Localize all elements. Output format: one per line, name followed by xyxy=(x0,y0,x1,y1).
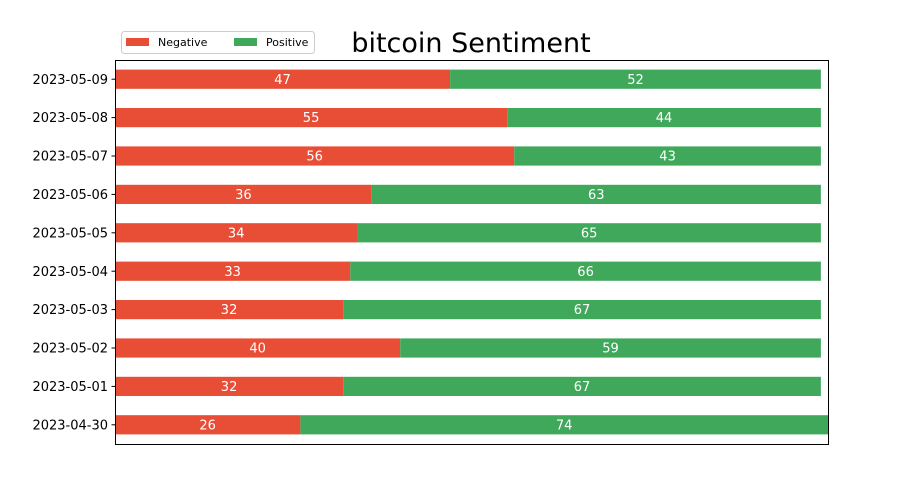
bar-label-negative-2023-05-01: 32 xyxy=(221,380,238,395)
bars-group xyxy=(115,69,828,435)
bar-label-positive-2023-05-03: 67 xyxy=(574,303,591,318)
bar-positive-2023-05-02 xyxy=(400,338,821,358)
bar-positive-2023-05-03 xyxy=(343,300,821,320)
y-tick-label-2023-05-03: 2023-05-03 xyxy=(32,303,108,318)
bar-label-negative-2023-05-05: 34 xyxy=(228,226,245,241)
bar-negative-2023-05-03 xyxy=(115,300,344,320)
bar-negative-2023-05-02 xyxy=(115,338,401,358)
bar-label-negative-2023-05-06: 36 xyxy=(235,188,252,203)
bar-positive-2023-04-30 xyxy=(300,415,828,435)
bar-negative-2023-04-30 xyxy=(115,415,301,435)
bar-positive-2023-05-01 xyxy=(343,376,821,396)
bar-label-positive-2023-05-06: 63 xyxy=(588,188,605,203)
bar-label-negative-2023-05-02: 40 xyxy=(249,342,266,357)
y-axis-ticks: 2023-05-09 2023-05-08 2023-05-07 2023-05-06… xyxy=(32,73,115,433)
bar-positive-2023-05-04 xyxy=(350,261,821,281)
bar-label-negative-2023-05-04: 33 xyxy=(224,265,241,280)
bar-positive-2023-05-09 xyxy=(450,69,821,89)
y-tick-label-2023-05-01: 2023-05-01 xyxy=(32,380,108,395)
bar-positive-2023-05-08 xyxy=(507,108,821,128)
y-tick-label-2023-05-09: 2023-05-09 xyxy=(32,73,108,88)
y-tick-label-2023-05-02: 2023-05-02 xyxy=(32,342,108,357)
bar-labels-group: 47 52 55 44 56 43 36 63 34 65 33 66 32 67 40 59 32 67 26 74 xyxy=(199,73,675,434)
legend-swatch-negative xyxy=(126,38,149,46)
y-tick-label-2023-05-05: 2023-05-05 xyxy=(32,226,108,241)
chart-title: bitcoin Sentiment xyxy=(351,28,590,59)
legend-swatch-positive xyxy=(234,38,257,46)
bar-positive-2023-05-06 xyxy=(371,184,821,204)
bar-positive-2023-05-05 xyxy=(357,223,821,243)
legend-box xyxy=(121,31,315,54)
bar-label-negative-2023-05-07: 56 xyxy=(306,150,323,165)
bar-negative-2023-05-05 xyxy=(115,223,358,243)
bar-label-negative-2023-05-09: 47 xyxy=(274,73,291,88)
bar-label-positive-2023-05-08: 44 xyxy=(656,111,673,126)
bar-label-positive-2023-05-09: 52 xyxy=(627,73,644,88)
bar-negative-2023-05-07 xyxy=(115,146,515,166)
bar-label-negative-2023-05-08: 55 xyxy=(303,111,320,126)
bar-negative-2023-05-01 xyxy=(115,376,344,396)
y-tick-label-2023-05-06: 2023-05-06 xyxy=(32,188,108,203)
y-tick-label-2023-05-04: 2023-05-04 xyxy=(32,265,108,280)
bar-negative-2023-05-09 xyxy=(115,69,451,89)
bar-negative-2023-05-06 xyxy=(115,184,372,204)
y-tick-label-2023-05-07: 2023-05-07 xyxy=(32,150,108,165)
legend-label-negative: Negative xyxy=(158,36,208,49)
y-tick-label-2023-05-08: 2023-05-08 xyxy=(32,111,108,126)
bar-label-positive-2023-05-05: 65 xyxy=(581,226,598,241)
legend-label-positive: Positive xyxy=(266,36,309,49)
bar-label-positive-2023-05-01: 67 xyxy=(574,380,591,395)
y-tick-label-2023-04-30: 2023-04-30 xyxy=(32,418,108,433)
bar-negative-2023-05-08 xyxy=(115,108,508,128)
bar-positive-2023-05-07 xyxy=(514,146,821,166)
bar-negative-2023-05-04 xyxy=(115,261,351,281)
bar-label-positive-2023-05-04: 66 xyxy=(577,265,594,280)
bar-label-positive-2023-04-30: 74 xyxy=(556,418,573,433)
legend: Negative Positive xyxy=(121,31,315,54)
bar-label-negative-2023-05-03: 32 xyxy=(221,303,238,318)
bar-label-positive-2023-05-02: 59 xyxy=(602,342,619,357)
bar-label-negative-2023-04-30: 26 xyxy=(199,418,216,433)
bar-label-positive-2023-05-07: 43 xyxy=(659,150,676,165)
plot-frame xyxy=(115,60,829,445)
